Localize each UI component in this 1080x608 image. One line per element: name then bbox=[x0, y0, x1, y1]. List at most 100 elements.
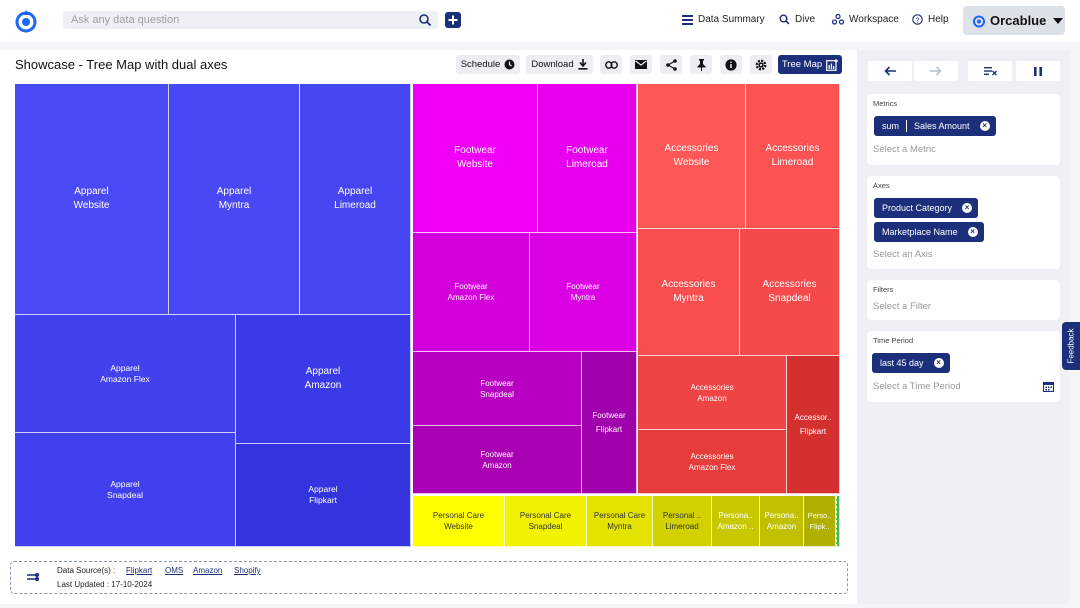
treemap-tile[interactable]: Apparel Snapdeal bbox=[15, 433, 236, 547]
add-question-button[interactable] bbox=[445, 12, 461, 28]
treemap-tile[interactable]: Footwear Amazon bbox=[413, 426, 582, 494]
nav-dive[interactable]: Dive bbox=[779, 14, 815, 25]
nav-help-label: Help bbox=[928, 14, 949, 25]
axis-select[interactable]: Select an Axis bbox=[873, 249, 933, 260]
remove-chip-icon[interactable]: × bbox=[962, 203, 973, 213]
metric-select[interactable]: Select a Metric bbox=[873, 144, 936, 155]
treemap-tile[interactable]: Personal Care Website bbox=[413, 496, 505, 547]
nav-data-summary-label: Data Summary bbox=[698, 14, 765, 25]
nav-workspace-label: Workspace bbox=[849, 14, 899, 25]
search-bar bbox=[63, 11, 438, 29]
calendar-icon[interactable] bbox=[1043, 381, 1054, 392]
pause-icon bbox=[1034, 66, 1042, 76]
pin-button[interactable] bbox=[690, 55, 712, 74]
email-button[interactable] bbox=[630, 55, 652, 74]
orcablue-logo-icon bbox=[973, 15, 985, 27]
filters-card: Filters Select a Filter bbox=[867, 280, 1060, 320]
metric-chip-value: Sales Amount bbox=[914, 121, 970, 131]
treemap-tile[interactable]: Accessor.. Flipkart bbox=[787, 356, 840, 494]
treemap-tile[interactable]: Apparel Myntra bbox=[169, 84, 300, 315]
top-bar: Data Summary Dive Workspace ? Help Orcab… bbox=[0, 0, 1080, 42]
brand-name: Orcablue bbox=[990, 13, 1047, 28]
search-icon bbox=[779, 14, 790, 25]
plus-icon bbox=[448, 15, 458, 25]
treemap-tile[interactable]: Accessories Website bbox=[638, 84, 746, 229]
settings-button[interactable] bbox=[750, 55, 772, 74]
email-icon bbox=[635, 60, 647, 69]
axis-chip-product-category[interactable]: Product Category × bbox=[874, 198, 979, 218]
orcablue-logo-icon[interactable] bbox=[14, 9, 38, 33]
treemap-tile[interactable]: Footwear Website bbox=[413, 84, 538, 233]
nav-help[interactable]: ? Help bbox=[912, 14, 949, 25]
download-label: Download bbox=[531, 59, 574, 70]
last-updated: Last Updated : 17-10-2024 bbox=[57, 580, 153, 589]
source-link-flipkart[interactable]: Flipkart bbox=[126, 566, 153, 575]
download-icon bbox=[578, 59, 588, 70]
search-icon[interactable] bbox=[418, 13, 432, 27]
pause-button[interactable] bbox=[1016, 61, 1060, 81]
treemap-tile[interactable]: Footwear Myntra bbox=[530, 233, 637, 352]
copy-link-button[interactable] bbox=[600, 55, 622, 74]
chip-divider bbox=[906, 120, 908, 132]
treemap-tile[interactable]: Footwear Snapdeal bbox=[413, 352, 582, 426]
time-period-select[interactable]: Select a Time Period bbox=[873, 381, 961, 392]
page-title: Showcase - Tree Map with dual axes bbox=[15, 57, 228, 72]
filter-select[interactable]: Select a Filter bbox=[873, 301, 932, 312]
source-link-shopify[interactable]: Shopify bbox=[234, 566, 261, 575]
feedback-tab[interactable]: Feedback bbox=[1062, 322, 1080, 370]
chart-add-icon bbox=[826, 58, 839, 71]
treemap-tile[interactable]: Apparel Website bbox=[15, 84, 169, 315]
schedule-button[interactable]: Schedule bbox=[456, 55, 520, 74]
share-icon bbox=[665, 58, 677, 71]
back-button[interactable] bbox=[868, 61, 912, 81]
treemap-tile[interactable]: Persona.. Amazon .. bbox=[712, 496, 760, 547]
feedback-label: Feedback bbox=[1066, 328, 1076, 364]
axes-label: Axes bbox=[873, 181, 890, 190]
info-button[interactable] bbox=[720, 55, 742, 74]
source-link-oms[interactable]: OMS bbox=[165, 566, 184, 575]
forward-button[interactable] bbox=[914, 61, 958, 81]
treemap-tile[interactable]: Accessories Amazon Flex bbox=[638, 430, 787, 494]
search-input[interactable] bbox=[71, 12, 411, 28]
treemap-tile[interactable]: Footwear Limeroad bbox=[538, 84, 637, 233]
remove-chip-icon[interactable]: × bbox=[967, 227, 978, 237]
treemap-tile[interactable]: Accessories Snapdeal bbox=[740, 229, 840, 356]
chart-type-treemap-button[interactable]: Tree Map bbox=[778, 55, 842, 74]
data-source-icon bbox=[27, 573, 39, 581]
arrow-right-icon bbox=[930, 66, 942, 76]
help-icon: ? bbox=[912, 14, 923, 25]
treemap-tile[interactable]: Apparel Amazon Flex bbox=[15, 315, 236, 433]
treemap-tile[interactable] bbox=[836, 496, 840, 547]
metric-chip[interactable]: sum Sales Amount × bbox=[874, 116, 996, 136]
account-menu[interactable]: Orcablue bbox=[963, 6, 1065, 35]
remove-chip-icon[interactable]: × bbox=[979, 121, 990, 131]
time-period-chip[interactable]: last 45 day × bbox=[872, 353, 950, 373]
nav-workspace[interactable]: Workspace bbox=[832, 14, 899, 25]
download-button[interactable]: Download bbox=[526, 55, 593, 74]
treemap-tile[interactable]: Apparel Flipkart bbox=[236, 444, 411, 547]
clock-icon bbox=[504, 59, 515, 70]
remove-chip-icon[interactable]: × bbox=[933, 358, 944, 368]
treemap-tile[interactable]: Personal .. Limeroad bbox=[653, 496, 712, 547]
time-period-chip-label: last 45 day bbox=[880, 358, 924, 368]
treemap-tile[interactable]: Personal Care Snapdeal bbox=[505, 496, 587, 547]
treemap-tile[interactable]: Accessories Amazon bbox=[638, 356, 787, 430]
data-source-label: Data Source(s) : bbox=[57, 566, 116, 575]
treemap-tile[interactable]: Perso.. Flipk.. bbox=[804, 496, 836, 547]
axis-chip-marketplace-name[interactable]: Marketplace Name × bbox=[874, 222, 984, 242]
treemap-tile[interactable]: Accessories Myntra bbox=[638, 229, 740, 356]
treemap-tile[interactable]: Accessories Limeroad bbox=[746, 84, 840, 229]
treemap-tile[interactable]: Personal Care Myntra bbox=[587, 496, 653, 547]
treemap-tile[interactable]: Apparel Limeroad bbox=[300, 84, 411, 315]
share-button[interactable] bbox=[660, 55, 682, 74]
source-link-amazon[interactable]: Amazon bbox=[193, 566, 223, 575]
nav-dive-label: Dive bbox=[795, 14, 816, 25]
treemap-tile[interactable]: Apparel Amazon bbox=[236, 315, 411, 444]
treemap-tile[interactable]: Footwear Amazon Flex bbox=[413, 233, 530, 352]
treemap-label: Tree Map bbox=[781, 59, 823, 70]
nav-data-summary[interactable]: Data Summary bbox=[682, 14, 765, 25]
clear-all-button[interactable] bbox=[968, 61, 1012, 81]
treemap-tile[interactable]: Footwear Flipkart bbox=[582, 352, 637, 494]
treemap-tile[interactable]: Persona.. Amazon bbox=[760, 496, 804, 547]
metrics-card: Metrics sum Sales Amount × Select a Metr… bbox=[867, 94, 1060, 165]
